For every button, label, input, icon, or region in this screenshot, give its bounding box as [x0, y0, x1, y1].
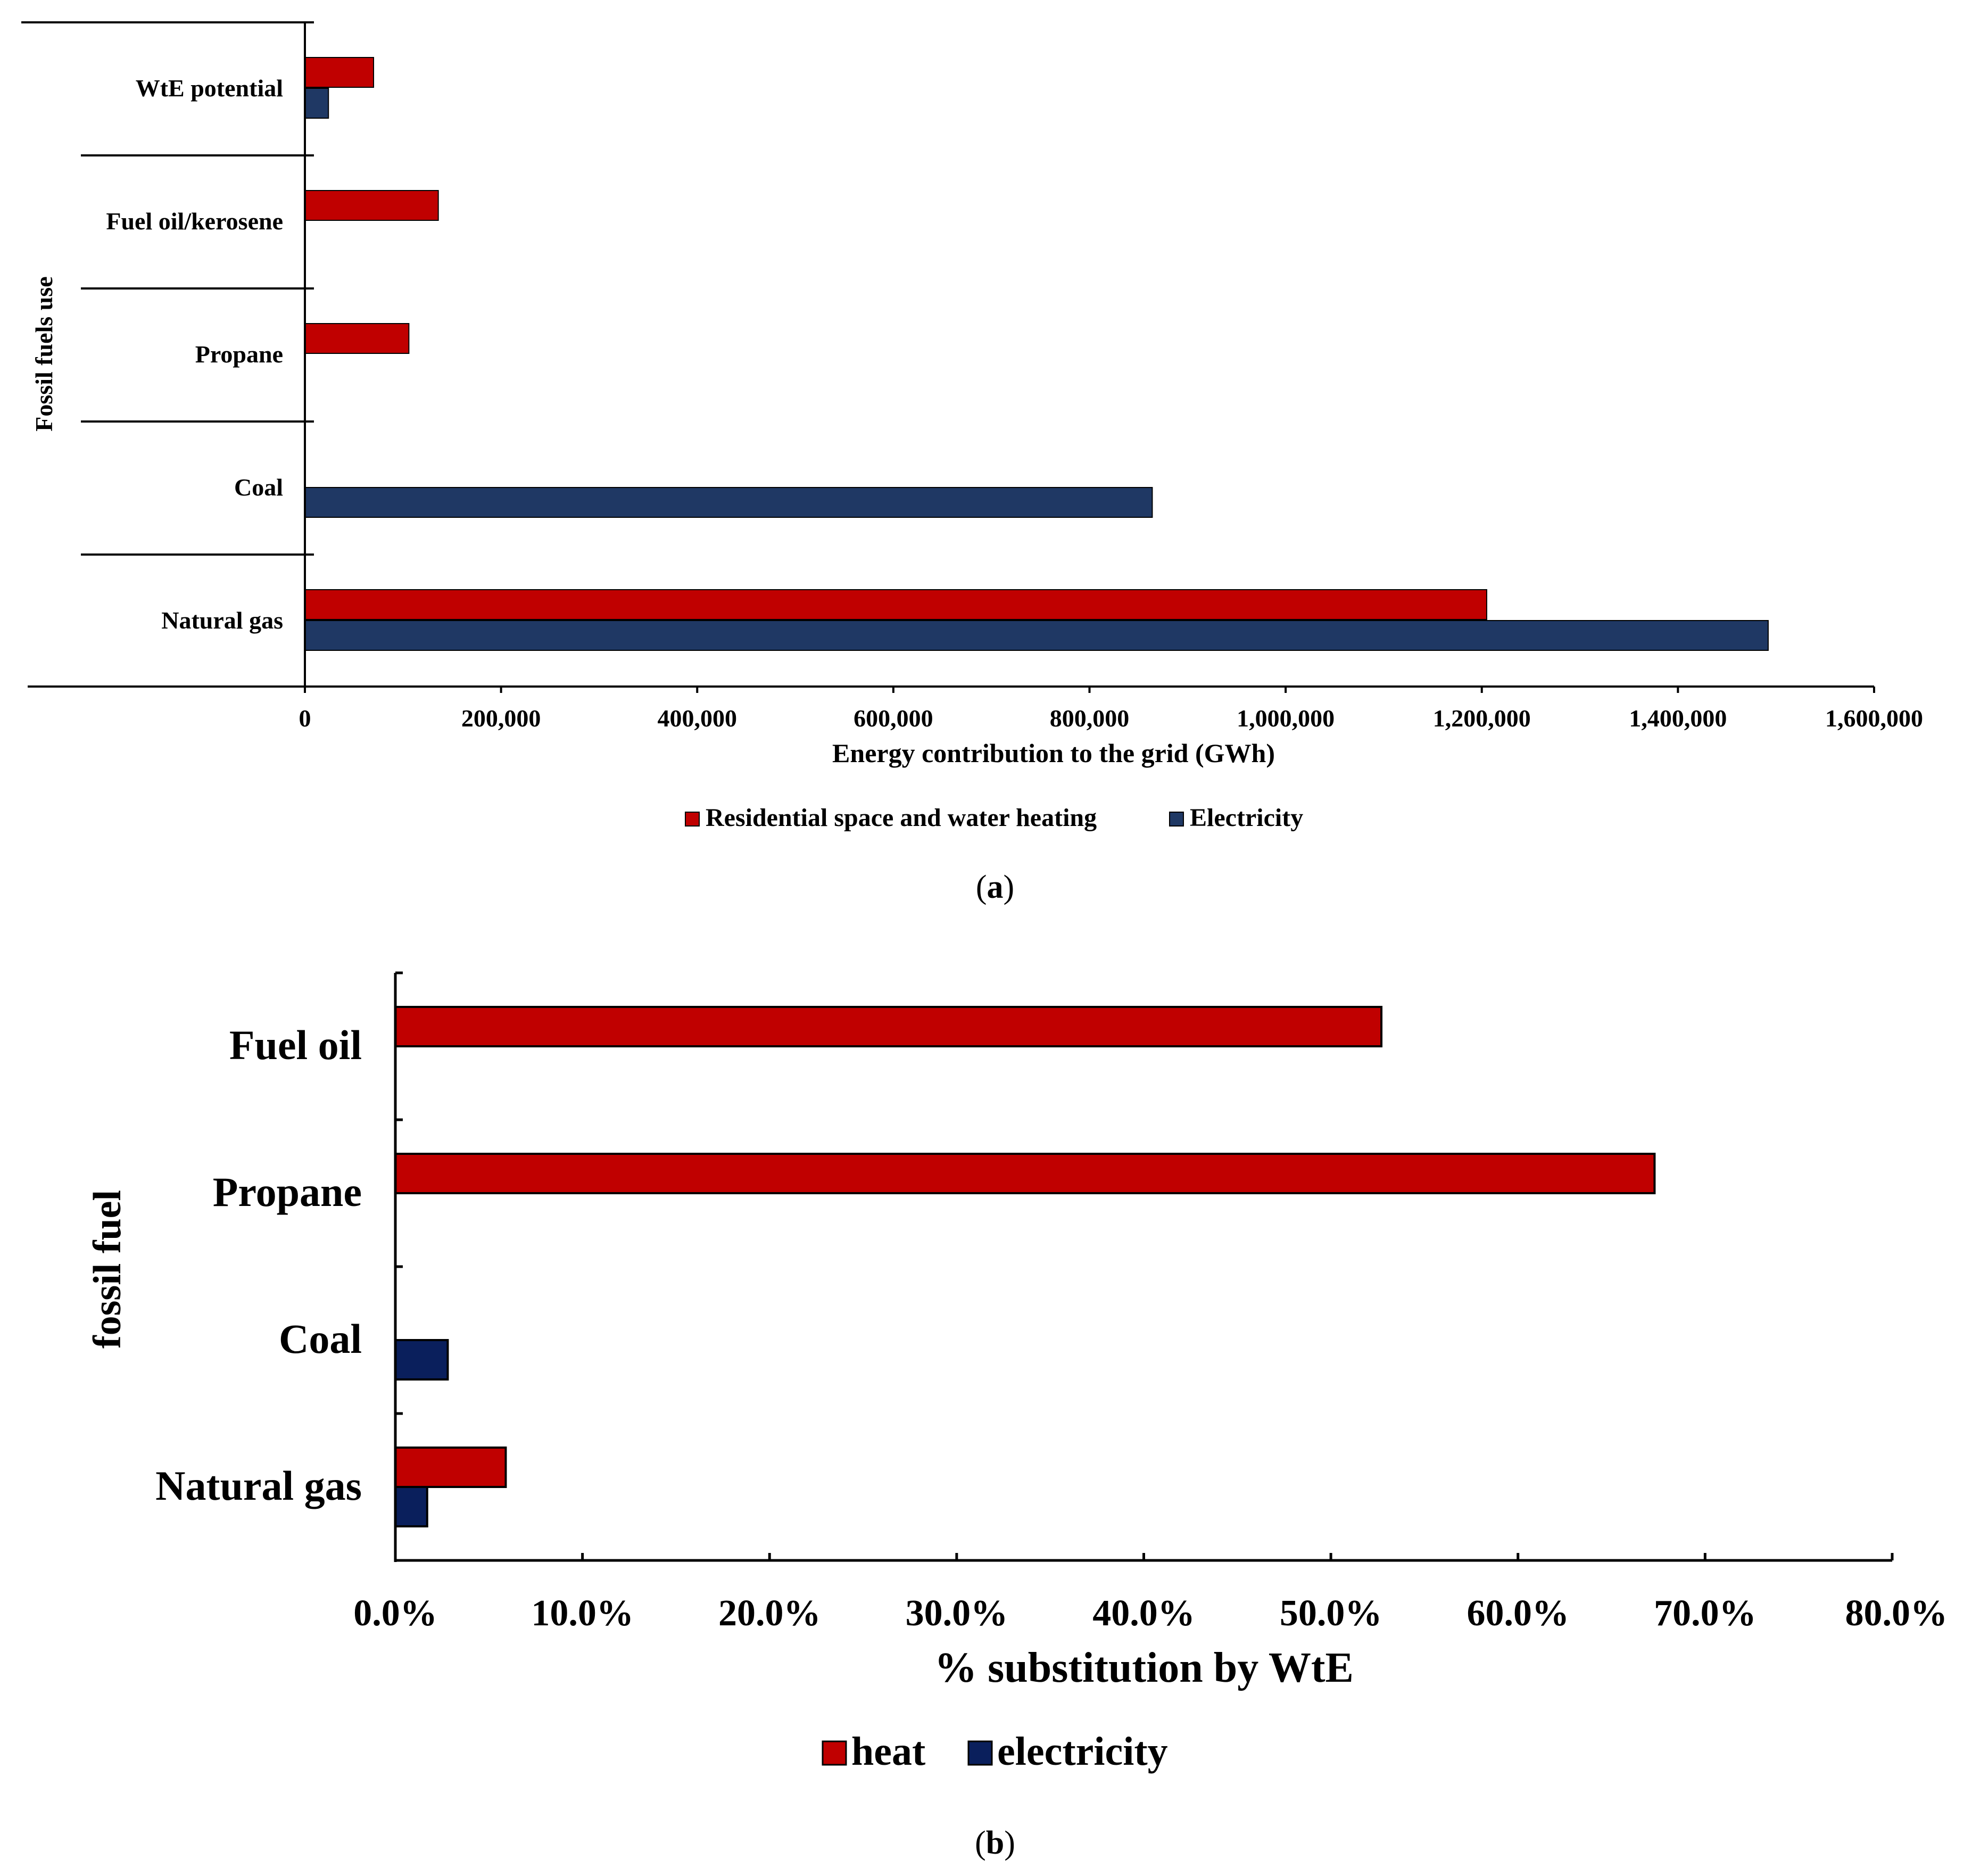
chart-a-legend-label-heating: Residential space and water heating	[706, 804, 1097, 832]
chart-b-bar-heat-natural-gas	[394, 1447, 507, 1488]
chart-b-legend-label-electricity: electricity	[997, 1729, 1168, 1774]
chart-a-x-tick-label: 1,000,000	[1237, 705, 1335, 732]
chart-a-bar-electricity-natural-gas	[304, 620, 1769, 651]
chart-a-x-tick-label: 1,600,000	[1825, 705, 1923, 732]
chart-b-bars	[394, 1006, 1656, 1527]
chart-b: Fuel oil Propane Coal Natural gas 0.0% 10.0%…	[86, 971, 1948, 1861]
chart-a-x-tick-label: 200,000	[461, 705, 541, 732]
chart-a: WtE potential Fuel oil/kerosene Propane Coa…	[21, 21, 1923, 905]
chart-b-x-tick-label: 10.0%	[531, 1593, 634, 1634]
chart-b-x-tick-label: 20.0%	[718, 1593, 821, 1634]
chart-a-x-tick-label: 1,400,000	[1629, 705, 1727, 732]
chart-a-bar-residential-space-and-water-heating-wte-potential	[304, 57, 375, 88]
panel-b-label: (b)	[975, 1825, 1015, 1861]
chart-a-bar-residential-space-and-water-heating-natural-gas	[304, 589, 1487, 620]
chart-a-bar-residential-space-and-water-heating-fuel-oil-kerosene	[304, 190, 439, 221]
chart-a-legend-label-electricity: Electricity	[1190, 804, 1303, 832]
chart-a-x-tick-label: 600,000	[854, 705, 933, 732]
chart-b-bar-electricity-coal	[394, 1339, 449, 1381]
chart-a-bar-electricity-wte-potential	[304, 88, 329, 119]
chart-a-category-label: Propane	[195, 341, 283, 368]
chart-b-legend-swatch-electricity	[967, 1740, 993, 1766]
chart-a-category-label: Natural gas	[161, 607, 283, 634]
chart-b-bar-heat-fuel-oil	[394, 1006, 1383, 1047]
chart-b-x-tick-label: 0.0%	[353, 1593, 437, 1634]
chart-b-x-tick-label: 40.0%	[1092, 1593, 1195, 1634]
chart-a-x-tick-label: 400,000	[658, 705, 738, 732]
chart-a-category-label: Coal	[234, 474, 283, 501]
chart-b-bar-heat-propane	[394, 1153, 1656, 1194]
panel-a-label: (a)	[976, 869, 1014, 905]
chart-a-category-label: Fuel oil/kerosene	[106, 208, 283, 235]
chart-b-category-label: Natural gas	[155, 1462, 362, 1509]
chart-b-category-labels: Fuel oil Propane Coal Natural gas	[155, 1022, 362, 1509]
chart-a-bars	[304, 57, 1769, 651]
chart-a-legend: Residential space and water heating Elec…	[685, 804, 1303, 832]
chart-b-x-axis-label: % substitution by WtE	[934, 1644, 1354, 1691]
chart-a-category-labels: WtE potential Fuel oil/kerosene Propane Coa…	[106, 75, 283, 634]
chart-a-y-axis-label: Fossil fuels use	[30, 276, 57, 431]
chart-b-category-label: Fuel oil	[229, 1022, 362, 1068]
chart-b-x-tick-label: 30.0%	[906, 1593, 1008, 1634]
chart-b-legend-label-heat: heat	[851, 1729, 925, 1774]
chart-b-x-tick-label: 70.0%	[1654, 1593, 1756, 1634]
chart-a-x-tick-label: 0	[299, 705, 311, 732]
chart-a-x-tick-label: 800,000	[1050, 705, 1130, 732]
chart-a-bar-residential-space-and-water-heating-propane	[304, 323, 410, 354]
chart-b-category-label: Coal	[279, 1316, 362, 1362]
chart-b-x-ticks: 0.0% 10.0% 20.0% 30.0% 40.0% 50.0% 60.0% 70.0% 8…	[353, 1553, 1948, 1634]
chart-a-legend-swatch-electricity	[1169, 812, 1184, 827]
chart-b-x-tick-label: 60.0%	[1467, 1593, 1570, 1634]
chart-b-legend-swatch-heat	[822, 1740, 847, 1766]
chart-a-x-ticks: 0 200,000 400,000 600,000 800,000 1,000,000 1,…	[299, 687, 1923, 732]
chart-b-x-tick-label: 50.0%	[1280, 1593, 1382, 1634]
chart-b-category-label: Propane	[213, 1169, 362, 1215]
chart-a-x-tick-label: 1,200,000	[1433, 705, 1531, 732]
chart-b-x-tick-label: 80.0%	[1845, 1593, 1948, 1634]
chart-a-bar-electricity-coal	[304, 487, 1153, 518]
chart-b-legend: heat electricity	[822, 1729, 1168, 1774]
chart-a-category-label: WtE potential	[136, 75, 283, 102]
chart-b-y-axis-label: fossil fuel	[86, 1190, 129, 1349]
chart-a-x-axis-label: Energy contribution to the grid (GWh)	[832, 738, 1275, 768]
chart-a-category-dividers	[21, 21, 314, 556]
chart-b-bar-electricity-natural-gas	[394, 1486, 428, 1527]
chart-a-legend-swatch-heating	[685, 812, 700, 827]
